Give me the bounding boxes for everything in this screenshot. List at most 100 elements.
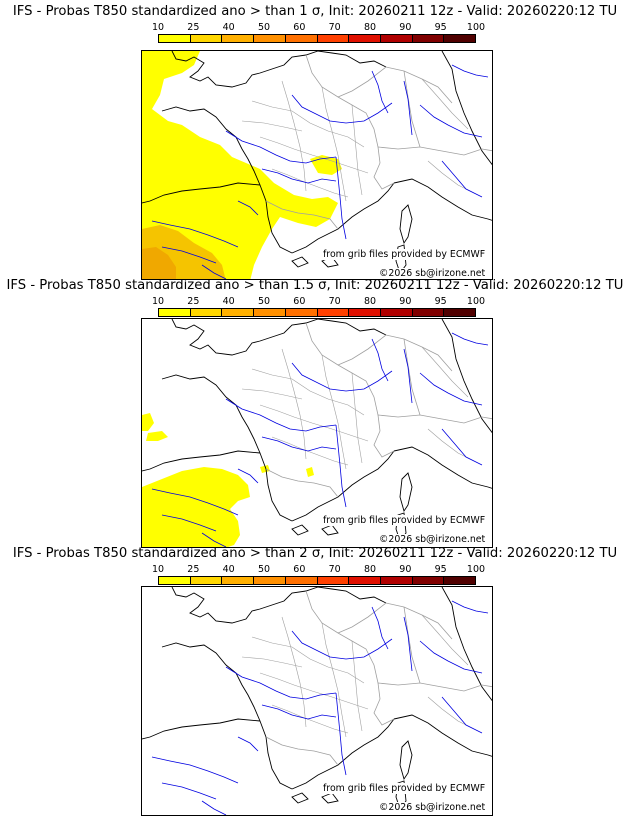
region-border: [427, 428, 475, 462]
credit-grib: from grib files provided by ECMWF: [322, 249, 487, 260]
coastline: [291, 182, 395, 254]
coastline: [321, 792, 339, 804]
scale-tick-label: 100: [466, 22, 486, 33]
river: [451, 332, 489, 346]
probability-color-scale: 10 25 40 50 60 70 80 90 95 100: [152, 564, 485, 586]
panel-title: IFS - Probas T850 standardized ano > tha…: [6, 278, 624, 293]
river: [403, 80, 413, 136]
scale-segment: [159, 577, 191, 584]
country-border: [337, 602, 453, 640]
scale-bar: [158, 34, 476, 43]
region-border: [351, 104, 363, 196]
scale-bar: [158, 576, 476, 585]
scale-segment: [190, 577, 223, 584]
scale-segment: [380, 309, 413, 316]
scale-tick-label: 70: [328, 296, 341, 307]
coastline: [291, 256, 309, 268]
coastline: [441, 319, 492, 434]
coastline: [399, 472, 413, 513]
scale-segment: [222, 577, 255, 584]
scale-tick-label: 60: [293, 564, 306, 575]
country-border: [403, 338, 421, 416]
scale-segment: [444, 309, 476, 316]
region-border: [259, 136, 369, 174]
river: [225, 666, 337, 700]
coastline: [291, 524, 309, 536]
region-border: [351, 372, 363, 464]
map-canvas: [142, 319, 492, 547]
scale-tick-label: 95: [434, 564, 447, 575]
river: [201, 264, 227, 279]
coastline: [171, 51, 319, 88]
credit-copyright: ©2026 sb@irizone.net: [378, 268, 487, 279]
scale-tick-label: 10: [151, 564, 165, 575]
scale-segment: [190, 309, 223, 316]
coastline: [393, 446, 492, 489]
country-border: [305, 54, 395, 190]
country-border: [265, 736, 339, 766]
scale-tick-label: 70: [328, 22, 341, 33]
river: [261, 168, 337, 184]
river: [237, 200, 259, 216]
region-border: [321, 622, 347, 738]
map-canvas: [142, 51, 492, 279]
scale-segment: [317, 577, 350, 584]
scale-segment: [380, 35, 413, 42]
coastline: [321, 524, 339, 536]
river: [151, 756, 239, 784]
scale-segment: [317, 35, 350, 42]
scale-bar: [158, 308, 476, 317]
scale-tick-label: 90: [399, 564, 412, 575]
region-border: [351, 640, 363, 732]
scale-tick-label: 100: [466, 296, 486, 307]
scale-segment: [254, 577, 286, 584]
scale-segment: [412, 577, 445, 584]
scale-tick-label: 100: [466, 564, 486, 575]
river: [451, 600, 489, 614]
region-border: [421, 346, 469, 398]
coastline: [291, 450, 395, 522]
coastline: [399, 740, 413, 781]
map-frame: from grib files provided by ECMWF ©2026 …: [141, 318, 493, 548]
coastline: [317, 319, 387, 336]
coastline: [393, 714, 492, 757]
map-frame: from grib files provided by ECMWF ©2026 …: [141, 586, 493, 816]
river: [419, 104, 483, 138]
country-border: [377, 414, 492, 424]
region-border: [241, 388, 303, 400]
scale-tick-label: 25: [187, 22, 200, 33]
country-border: [403, 606, 421, 684]
scale-segment: [222, 309, 255, 316]
panel-1: IFS - Probas T850 standardized ano > tha…: [0, 4, 630, 280]
coastline: [441, 587, 492, 702]
panel-title: IFS - Probas T850 standardized ano > tha…: [12, 4, 618, 19]
region-border: [281, 348, 307, 460]
country-border: [403, 70, 421, 148]
coastline: [291, 792, 309, 804]
scale-segment: [285, 577, 318, 584]
region-border: [271, 704, 349, 734]
region-border: [251, 100, 365, 148]
scale-segment: [444, 577, 476, 584]
probability-area: [142, 413, 314, 547]
country-border: [305, 590, 395, 726]
scale-tick-label: 90: [399, 22, 412, 33]
region-border: [427, 160, 475, 194]
scale-segment: [349, 35, 381, 42]
region-border: [421, 78, 469, 130]
probability-area: [142, 51, 342, 279]
panel-title: IFS - Probas T850 standardized ano > tha…: [12, 546, 618, 561]
scale-segment: [349, 577, 381, 584]
river: [161, 246, 217, 264]
coastline: [142, 718, 261, 740]
river: [151, 488, 239, 516]
scale-segment: [159, 309, 191, 316]
coastline: [441, 51, 492, 166]
coastline: [171, 587, 319, 624]
scale-segment: [285, 35, 318, 42]
scale-tick-label: 50: [257, 296, 271, 307]
river: [237, 736, 259, 752]
country-border: [377, 682, 492, 692]
scale-tick-label: 50: [257, 564, 271, 575]
scale-tick-label: 50: [257, 22, 271, 33]
